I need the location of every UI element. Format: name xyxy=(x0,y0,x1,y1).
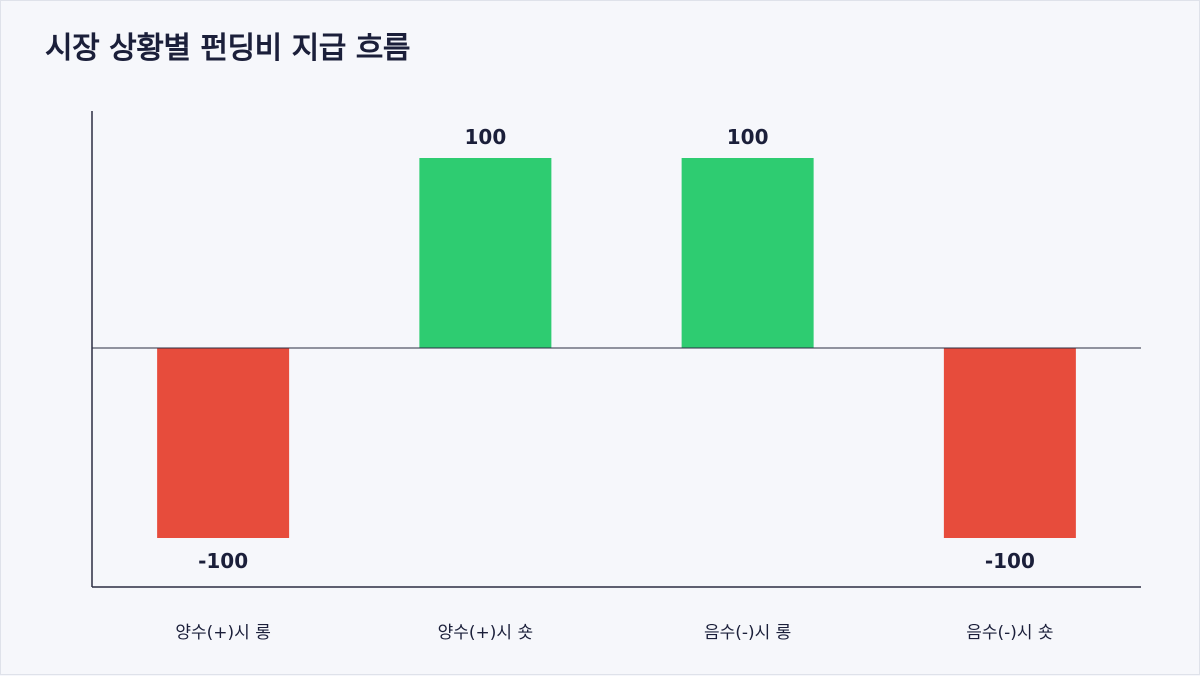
bar-2 xyxy=(419,158,552,348)
data-label-4: -100 xyxy=(985,549,1035,573)
category-label-3: 음수(-)시 롱 xyxy=(704,623,791,643)
bar-4 xyxy=(943,348,1076,538)
category-label-2: 양수(+)시 숏 xyxy=(438,623,533,643)
category-label-1: 양수(+)시 롱 xyxy=(175,623,270,643)
category-label-4: 음수(-)시 숏 xyxy=(966,623,1053,643)
data-label-2: 100 xyxy=(465,125,507,149)
data-label-3: 100 xyxy=(727,125,769,149)
bar-3 xyxy=(681,158,814,348)
chart-title: 시장 상황별 펀딩비 지급 흐름 xyxy=(45,31,410,66)
bar-1 xyxy=(157,348,290,538)
data-label-1: -100 xyxy=(198,549,248,573)
